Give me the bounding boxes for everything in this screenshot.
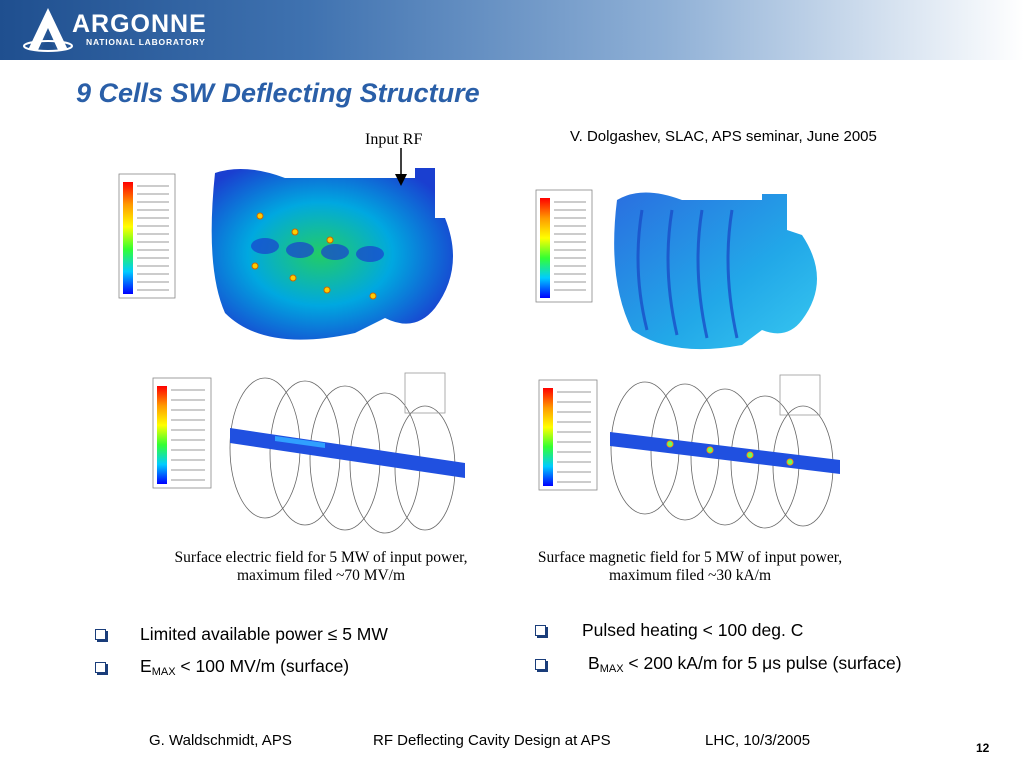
checkbox-bullet-icon (535, 658, 546, 670)
bullet-emax: EMAX < 100 MV/m (surface) (95, 656, 349, 678)
caption-electric-line1: Surface electric field for 5 MW of input… (174, 549, 468, 566)
footer-talk-title: RF Deflecting Cavity Design at APS (373, 732, 611, 749)
logo-text: ARGONNE (72, 10, 207, 38)
logo-subtext: NATIONAL LABORATORY (86, 37, 206, 47)
checkbox-bullet-icon (535, 625, 546, 636)
argonne-logo-icon (23, 8, 73, 52)
footer-author: G. Waldschmidt, APS (149, 732, 292, 749)
bullet-text: EMAX < 100 MV/m (surface) (140, 656, 350, 678)
magnetic-field-structure-image (532, 180, 842, 355)
bullet-text: Limited available power ≤ 5 MW (140, 624, 388, 644)
input-rf-arrow-icon (395, 148, 407, 186)
footer-venue-date: LHC, 10/3/2005 (705, 732, 811, 749)
bullet-power-limit: Limited available power ≤ 5 MW (95, 624, 388, 645)
caption-magnetic-field: Surface magnetic field for 5 MW of input… (510, 549, 870, 585)
credit-text: V. Dolgashev, SLAC, APS seminar, June 20… (570, 128, 877, 145)
electric-field-cutaway-image (145, 368, 475, 538)
checkbox-bullet-icon (95, 661, 106, 673)
magnetic-field-cutaway-image (535, 370, 845, 540)
bullet-pulsed-heating: Pulsed heating < 100 deg. C (535, 620, 803, 641)
slide-title: 9 Cells SW Deflecting Structure (76, 78, 480, 108)
argonne-logo: ARGONNE NATIONAL LABORATORY (22, 6, 222, 54)
electric-field-structure-image: Input RF (115, 128, 475, 358)
input-rf-label: Input RF (365, 131, 423, 148)
caption-magnetic-line2: maximum filed ~30 kA/m (608, 567, 772, 584)
bullet-text: BMAX < 200 kA/m for 5 μs pulse (surface) (588, 653, 902, 675)
bullet-bmax: BMAX < 200 kA/m for 5 μs pulse (surface) (535, 653, 902, 675)
header-band (0, 0, 1024, 60)
page-number: 12 (976, 741, 990, 755)
caption-electric-line2: maximum filed ~70 MV/m (236, 567, 406, 584)
caption-electric-field: Surface electric field for 5 MW of input… (145, 549, 497, 585)
caption-magnetic-line1: Surface magnetic field for 5 MW of input… (537, 549, 843, 566)
bullet-text: Pulsed heating < 100 deg. C (582, 620, 804, 640)
checkbox-bullet-icon (95, 629, 106, 640)
